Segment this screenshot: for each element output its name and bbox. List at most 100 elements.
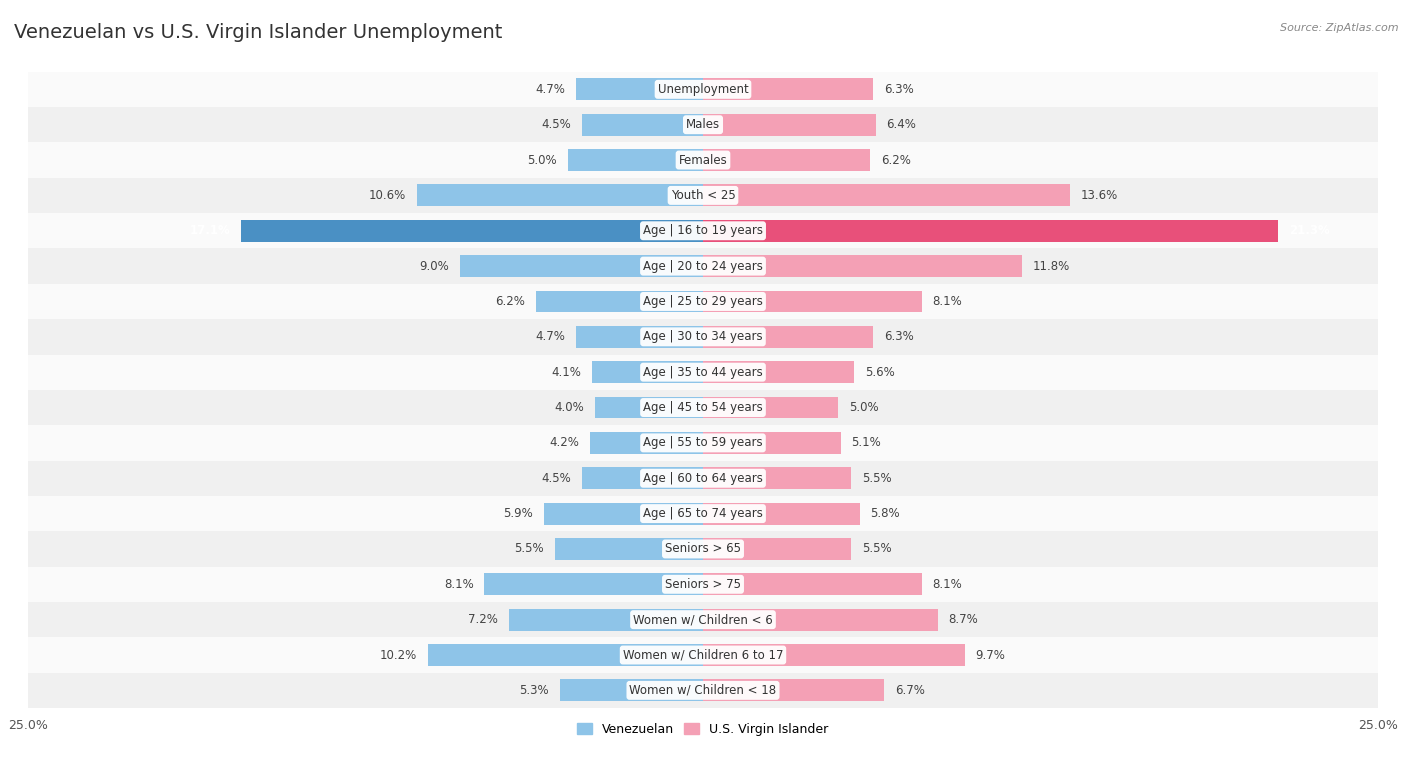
Text: 13.6%: 13.6% xyxy=(1081,189,1118,202)
Text: 5.5%: 5.5% xyxy=(862,472,891,484)
Bar xyxy=(703,114,876,136)
Text: Venezuelan vs U.S. Virgin Islander Unemployment: Venezuelan vs U.S. Virgin Islander Unemp… xyxy=(14,23,502,42)
Bar xyxy=(595,397,703,419)
Bar xyxy=(28,213,1378,248)
Text: 5.9%: 5.9% xyxy=(503,507,533,520)
Bar xyxy=(703,644,965,666)
Bar xyxy=(703,538,852,560)
Bar xyxy=(589,432,703,454)
Text: Age | 30 to 34 years: Age | 30 to 34 years xyxy=(643,330,763,344)
Text: 6.7%: 6.7% xyxy=(894,684,925,697)
Bar xyxy=(703,573,922,595)
Text: 8.1%: 8.1% xyxy=(444,578,474,590)
Bar xyxy=(427,644,703,666)
Bar xyxy=(576,79,703,100)
Text: Unemployment: Unemployment xyxy=(658,83,748,96)
Text: 4.1%: 4.1% xyxy=(551,366,582,378)
Text: 5.6%: 5.6% xyxy=(865,366,894,378)
Text: Women w/ Children < 18: Women w/ Children < 18 xyxy=(630,684,776,697)
Legend: Venezuelan, U.S. Virgin Islander: Venezuelan, U.S. Virgin Islander xyxy=(572,718,834,740)
Bar xyxy=(242,220,703,241)
Bar xyxy=(460,255,703,277)
Text: 6.2%: 6.2% xyxy=(882,154,911,167)
Bar xyxy=(28,602,1378,637)
Bar xyxy=(703,679,884,701)
Text: 10.6%: 10.6% xyxy=(368,189,406,202)
Text: 6.2%: 6.2% xyxy=(495,295,524,308)
Bar xyxy=(582,114,703,136)
Bar xyxy=(28,284,1378,319)
Bar xyxy=(28,567,1378,602)
Text: 6.3%: 6.3% xyxy=(884,330,914,344)
Text: 5.5%: 5.5% xyxy=(862,543,891,556)
Bar xyxy=(28,390,1378,425)
Bar xyxy=(544,503,703,525)
Text: 5.0%: 5.0% xyxy=(849,401,879,414)
Bar xyxy=(28,496,1378,531)
Bar xyxy=(582,467,703,489)
Text: 4.5%: 4.5% xyxy=(541,118,571,131)
Text: Women w/ Children < 6: Women w/ Children < 6 xyxy=(633,613,773,626)
Bar xyxy=(28,354,1378,390)
Text: 5.8%: 5.8% xyxy=(870,507,900,520)
Bar xyxy=(536,291,703,313)
Text: 5.0%: 5.0% xyxy=(527,154,557,167)
Text: 5.3%: 5.3% xyxy=(519,684,550,697)
Bar xyxy=(703,79,873,100)
Bar xyxy=(509,609,703,631)
Text: 6.4%: 6.4% xyxy=(887,118,917,131)
Bar xyxy=(28,319,1378,354)
Bar xyxy=(576,326,703,347)
Text: Age | 20 to 24 years: Age | 20 to 24 years xyxy=(643,260,763,273)
Bar xyxy=(560,679,703,701)
Bar xyxy=(28,531,1378,567)
Bar xyxy=(28,460,1378,496)
Text: Age | 35 to 44 years: Age | 35 to 44 years xyxy=(643,366,763,378)
Bar xyxy=(703,326,873,347)
Bar xyxy=(28,72,1378,107)
Text: 8.7%: 8.7% xyxy=(949,613,979,626)
Text: 10.2%: 10.2% xyxy=(380,649,416,662)
Text: 4.2%: 4.2% xyxy=(548,436,579,450)
Bar xyxy=(703,220,1278,241)
Text: Age | 25 to 29 years: Age | 25 to 29 years xyxy=(643,295,763,308)
Text: 5.5%: 5.5% xyxy=(515,543,544,556)
Text: Age | 55 to 59 years: Age | 55 to 59 years xyxy=(643,436,763,450)
Bar xyxy=(592,361,703,383)
Text: Source: ZipAtlas.com: Source: ZipAtlas.com xyxy=(1281,23,1399,33)
Text: 9.7%: 9.7% xyxy=(976,649,1005,662)
Bar xyxy=(554,538,703,560)
Text: Age | 65 to 74 years: Age | 65 to 74 years xyxy=(643,507,763,520)
Bar xyxy=(703,397,838,419)
Bar xyxy=(703,609,938,631)
Text: Males: Males xyxy=(686,118,720,131)
Text: 17.1%: 17.1% xyxy=(190,224,231,237)
Text: 4.5%: 4.5% xyxy=(541,472,571,484)
Bar xyxy=(28,107,1378,142)
Text: 7.2%: 7.2% xyxy=(468,613,498,626)
Text: 6.3%: 6.3% xyxy=(884,83,914,96)
Text: Females: Females xyxy=(679,154,727,167)
Bar xyxy=(28,425,1378,460)
Text: 11.8%: 11.8% xyxy=(1032,260,1070,273)
Bar xyxy=(703,149,870,171)
Text: 4.7%: 4.7% xyxy=(536,83,565,96)
Text: 4.7%: 4.7% xyxy=(536,330,565,344)
Text: 21.3%: 21.3% xyxy=(1289,224,1330,237)
Text: 4.0%: 4.0% xyxy=(554,401,585,414)
Text: Seniors > 75: Seniors > 75 xyxy=(665,578,741,590)
Bar xyxy=(703,361,855,383)
Bar xyxy=(28,673,1378,708)
Bar xyxy=(703,432,841,454)
Bar xyxy=(568,149,703,171)
Bar xyxy=(28,637,1378,673)
Bar xyxy=(28,142,1378,178)
Bar xyxy=(703,255,1022,277)
Text: Age | 45 to 54 years: Age | 45 to 54 years xyxy=(643,401,763,414)
Text: Seniors > 65: Seniors > 65 xyxy=(665,543,741,556)
Bar xyxy=(28,178,1378,213)
Bar xyxy=(484,573,703,595)
Text: Women w/ Children 6 to 17: Women w/ Children 6 to 17 xyxy=(623,649,783,662)
Text: Age | 60 to 64 years: Age | 60 to 64 years xyxy=(643,472,763,484)
Text: Age | 16 to 19 years: Age | 16 to 19 years xyxy=(643,224,763,237)
